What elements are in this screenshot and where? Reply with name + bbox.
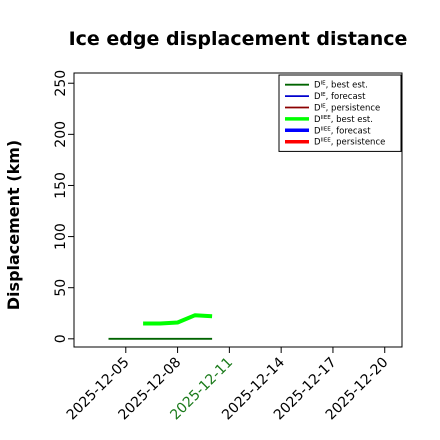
y-tick-label: 250 bbox=[53, 70, 69, 97]
legend-box bbox=[278, 74, 402, 152]
y-tick-label: 200 bbox=[53, 121, 69, 148]
y-tick-label: 150 bbox=[53, 172, 69, 199]
y-tick-label: 100 bbox=[53, 223, 69, 250]
legend: DIE, best est.DIE, forecast DIE, persiste… bbox=[278, 74, 402, 152]
y-axis-ticks: 0 50 100 150 200 250 bbox=[53, 70, 74, 343]
legend-label: DIE, persistence bbox=[314, 104, 380, 114]
chart-title: Ice edge displacement distance bbox=[69, 28, 408, 50]
legend-label: DIIEE, best est. bbox=[314, 115, 373, 125]
plot-frame bbox=[73, 72, 403, 348]
legend-label: DIE, forecast bbox=[314, 92, 366, 102]
legend-label: DIIEE, persistence bbox=[314, 138, 385, 148]
legend-label: DIIEE, forecast bbox=[314, 126, 371, 136]
y-tick-label: 50 bbox=[53, 279, 69, 297]
series-line-1 bbox=[143, 313, 213, 326]
y-axis-label: Displacement (km) bbox=[4, 140, 23, 310]
y-tick-label: 0 bbox=[53, 334, 69, 343]
legend-label: DIE, best est. bbox=[314, 81, 368, 91]
x-axis-ticks: 2025-12-052025-12-082025-12-112025-12-14… bbox=[64, 347, 392, 423]
series-layer bbox=[108, 313, 213, 340]
